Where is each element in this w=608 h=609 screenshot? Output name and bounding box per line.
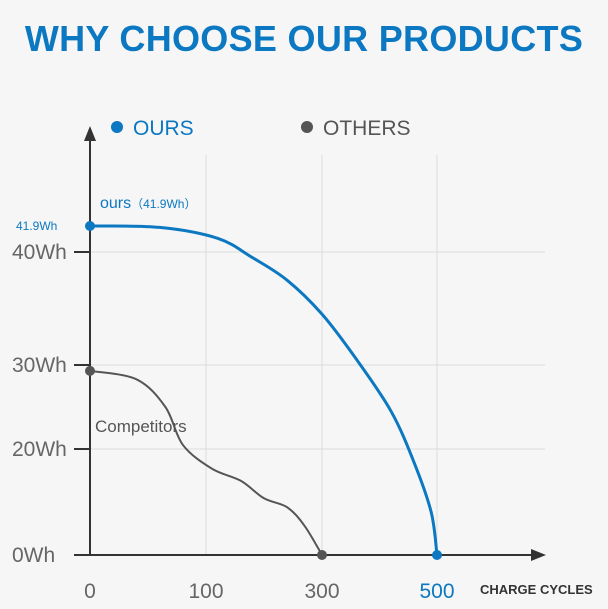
x-axis-title: CHARGE CYCLES — [480, 582, 593, 597]
x-tick-label: 300 — [304, 580, 339, 603]
legend: OURS OTHERS — [111, 117, 411, 140]
legend-marker-others — [301, 121, 313, 133]
y-tick-label: 20Wh — [12, 438, 67, 461]
data-point-ours-end — [432, 550, 442, 560]
labels-layer: 0Wh 20Wh 30Wh 40Wh 0 100 300 500 CHARGE CYCLES ou… — [12, 195, 593, 603]
series-layer — [85, 221, 442, 560]
series-line-ours — [88, 224, 439, 557]
x-tick-label: 0 — [84, 580, 96, 603]
series-label-competitors: Competitors — [95, 417, 187, 436]
x-tick-label: 500 — [419, 580, 454, 603]
series-line-others — [89, 369, 323, 556]
x-axis-arrow — [531, 549, 546, 561]
y-tick-label: 0Wh — [12, 544, 55, 567]
legend-label-others: OTHERS — [323, 117, 411, 140]
series-label-ours: ours（41.9Wh） — [100, 195, 196, 212]
y-tick-label: 30Wh — [12, 354, 67, 377]
y-tick-label: 40Wh — [12, 241, 67, 264]
legend-label-ours: OURS — [133, 117, 194, 140]
series-start-value-ours: 41.9Wh — [16, 219, 57, 233]
grid — [90, 155, 545, 555]
data-point-others-start — [85, 365, 95, 376]
legend-marker-ours — [111, 121, 123, 133]
data-point-ours-start — [85, 221, 95, 231]
axes — [74, 126, 546, 561]
x-tick-label: 100 — [188, 580, 223, 603]
page-title: WHY CHOOSE OUR PRODUCTS — [24, 18, 584, 59]
y-axis-arrow — [84, 126, 96, 141]
data-point-others-end — [317, 550, 327, 560]
